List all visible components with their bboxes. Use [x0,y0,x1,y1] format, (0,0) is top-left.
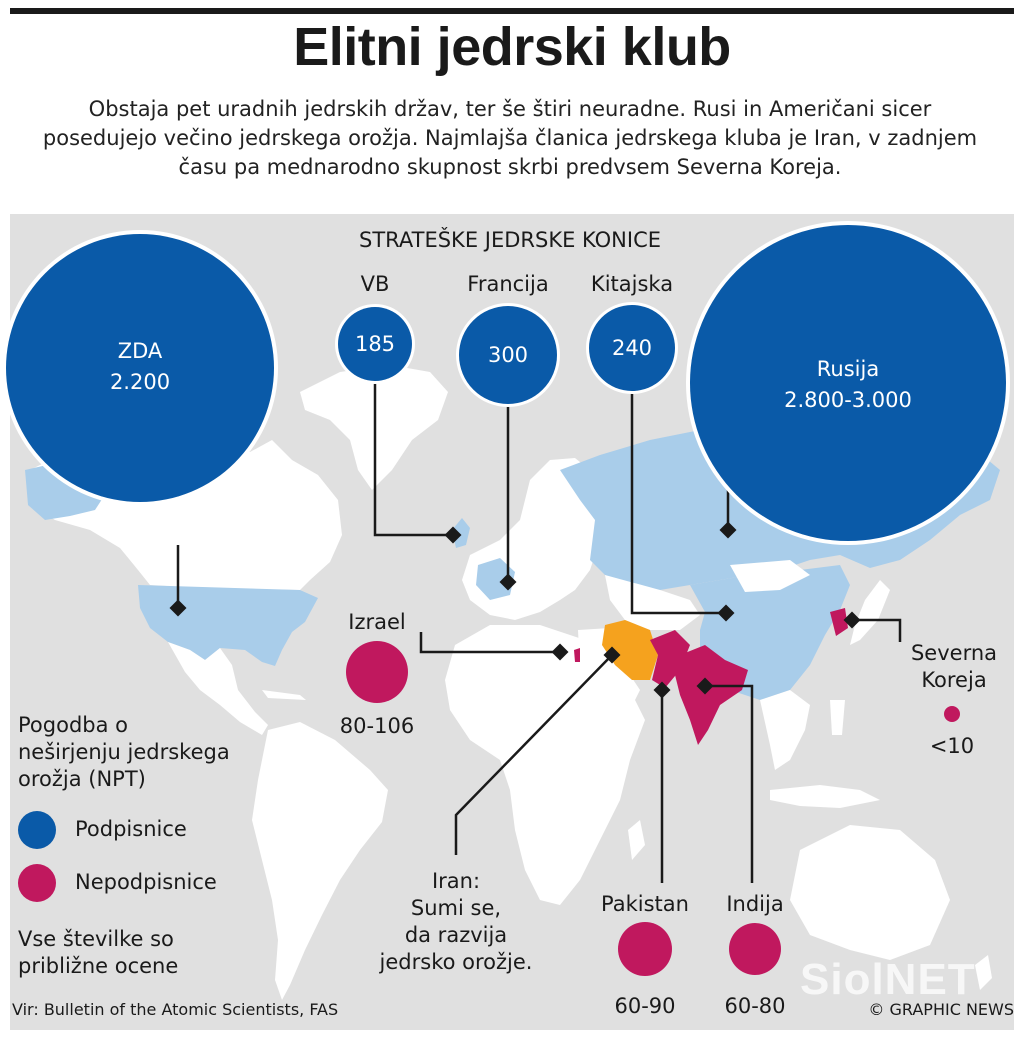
land-new-zealand [975,955,992,990]
bubble-russia [690,225,1006,541]
legend-note-line1: Vse številke so [18,927,174,951]
legend-note-line2: približne ocene [18,954,179,978]
page-title: Elitni jedrski klub [293,17,731,77]
source-note: Vir: Bulletin of the Atomic Scientists, … [12,1000,339,1019]
watermark-logo: SiolNET [800,955,976,1004]
legend-title: Pogodba o nešir­jenju jedrskega orožja (… [18,712,268,793]
russia-label: Rusija 2.800-3.000 [748,354,948,416]
land-north-korea [830,608,848,636]
marker-uk [444,526,462,544]
land-caribbean [262,690,306,700]
israel-name: Izrael [348,610,406,634]
marker-usa [169,599,187,617]
bubble-israel [346,641,408,703]
india-value: 60-80 [724,994,786,1018]
bubble-north-korea [944,706,960,722]
usa-label: ZDA 2.200 [60,336,220,398]
legend-signatories-label: Podpisnice [75,817,187,841]
marker-israel [551,643,569,661]
land-central-asia [605,575,700,630]
bubble-france [459,306,557,404]
land-israel [574,648,580,662]
marker-north-korea [843,611,861,629]
israel-value: 80-106 [339,714,415,738]
land-india [675,645,748,745]
marker-iran [603,646,621,664]
pakistan-value: 60-90 [614,994,676,1018]
marker-india [696,677,714,695]
iran-note-line4: jedrsko orožje. [379,950,533,974]
land-usa [138,585,318,666]
land-mexico [168,642,268,735]
intro-text: Obstaja pet uradnih jedrskih držav, ter … [42,97,978,179]
russia-name: Rusija [816,357,880,381]
leader-lines [176,382,902,883]
top-rule [10,8,1014,14]
bubble-usa [6,234,274,502]
india-name: Indija [726,892,784,916]
uk-value: 185 [354,332,396,356]
bubble-india [729,923,781,975]
iran-note-line3: da razvija [404,923,508,947]
land-arabia [578,628,640,720]
north-korea-name: Severna Koreja [894,640,1014,694]
iran-note-line2: Sumi se, [410,896,502,920]
land-pakistan [650,630,690,688]
land-se-asia [760,690,810,770]
usa-value: 2.200 [109,370,171,394]
credit-note: © GRAPHIC NEWS [868,1000,1014,1019]
france-value: 300 [487,343,529,367]
land-france [476,558,515,600]
north-korea-value: <10 [929,734,975,758]
uk-name: VB [360,272,390,296]
bubble-pakistan [618,922,672,976]
land-mongolia [730,560,810,592]
china-value: 240 [611,336,653,360]
china-name: Kitajska [590,272,674,296]
iran-note: Iran: Sumi se, da razvija jedrsko orožje… [366,868,546,976]
legend-title-line2: nešir­jenju jedrskega [18,740,230,764]
land-south-america [252,722,388,1000]
marker-pakistan [653,681,671,699]
legend-signatories-swatch [18,811,56,849]
north-korea-name-line2: Koreja [921,668,987,692]
marker-france [499,573,517,591]
markers [169,521,861,699]
usa-name: ZDA [117,339,163,363]
bubble-china [589,305,675,391]
iran-note-line1: Iran: [431,869,481,893]
legend-non-signatories-swatch [18,864,56,902]
legend-non-signatories-label: Nepodpisnice [75,870,217,894]
legend-title-line1: Pogodba o [18,713,128,737]
marker-russia [719,521,737,539]
land-australia [790,825,950,960]
pakistan-name: Pakistan [601,892,689,916]
map-heading: STRATEŠKE JEDRSKE KONICE [358,228,662,252]
north-korea-name-line1: Severna [910,641,998,665]
bubbles [2,221,1010,976]
land-uk [452,518,470,548]
legend-note: Vse številke so približne ocene [18,926,248,980]
land-japan [850,580,890,645]
land-iran [602,620,658,680]
land-madagascar [628,820,645,860]
land-indonesia [770,700,880,808]
france-name: Francija [467,272,549,296]
marker-china [717,604,735,622]
russia-value: 2.800-3.000 [784,388,912,412]
bubble-uk [338,307,412,381]
legend-title-line3: orožja (NPT) [18,767,146,791]
